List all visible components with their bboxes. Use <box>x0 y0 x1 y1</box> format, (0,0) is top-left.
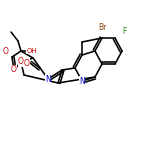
Text: F: F <box>122 26 126 36</box>
Text: Br: Br <box>98 22 106 31</box>
Text: N: N <box>79 76 85 85</box>
Text: N: N <box>45 74 51 83</box>
Text: O: O <box>18 57 24 67</box>
Text: OH: OH <box>27 48 37 54</box>
Text: O: O <box>24 59 30 67</box>
Text: O: O <box>11 66 17 74</box>
Text: O: O <box>3 47 9 57</box>
